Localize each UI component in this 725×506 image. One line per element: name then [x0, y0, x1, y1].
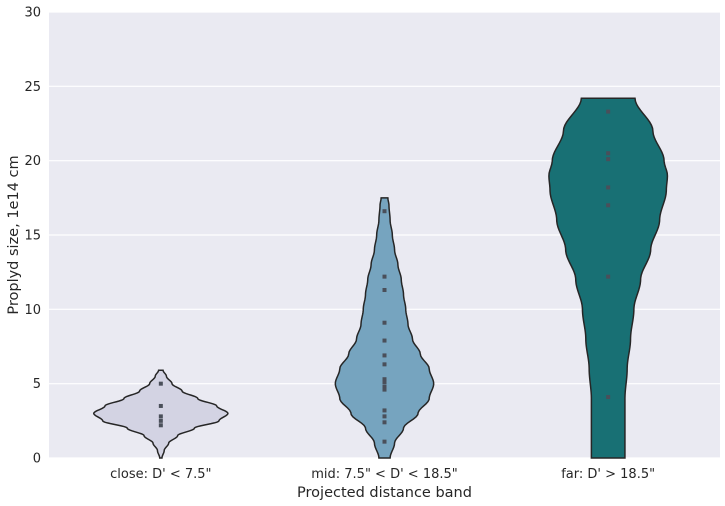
- data-point: [382, 288, 387, 293]
- data-point: [606, 151, 611, 156]
- data-point: [158, 418, 163, 423]
- data-point: [382, 420, 387, 425]
- data-point: [382, 408, 387, 413]
- data-point: [606, 185, 611, 190]
- data-point: [158, 403, 163, 408]
- y-tick-label: 30: [24, 6, 41, 21]
- x-tick-label: far: D' > 18.5": [561, 467, 655, 482]
- y-tick-label: 0: [33, 452, 41, 467]
- data-points: [158, 109, 611, 444]
- data-point: [606, 274, 611, 279]
- data-point: [158, 381, 163, 386]
- data-point: [606, 203, 611, 208]
- y-tick-label: 5: [33, 377, 41, 392]
- data-point: [382, 414, 387, 419]
- data-point: [606, 395, 611, 400]
- data-point: [606, 109, 611, 114]
- y-tick-label: 10: [24, 303, 41, 318]
- x-axis-label: Projected distance band: [297, 485, 472, 501]
- x-tick-label: mid: 7.5" < D' < 18.5": [311, 467, 458, 482]
- x-tick-label: close: D' < 7.5": [110, 467, 211, 482]
- y-tick-label: 15: [24, 229, 41, 244]
- data-point: [158, 423, 163, 428]
- data-point: [382, 320, 387, 325]
- violin-body: [92, 369, 229, 459]
- data-point: [606, 157, 611, 162]
- data-point: [382, 209, 387, 214]
- y-tick-label: 20: [24, 154, 41, 169]
- data-point: [382, 384, 387, 389]
- data-point: [382, 353, 387, 358]
- violin-body: [334, 197, 435, 459]
- data-point: [382, 439, 387, 444]
- y-axis-label: Proplyd size, 1e14 cm: [6, 155, 22, 314]
- data-point: [382, 338, 387, 343]
- y-tick-labels: 0 5 10 15 20 25 30: [24, 6, 41, 467]
- data-point: [382, 387, 387, 392]
- data-point: [382, 362, 387, 367]
- data-point: [382, 274, 387, 279]
- y-tick-label: 25: [24, 80, 41, 95]
- data-point: [158, 414, 163, 419]
- data-point: [382, 380, 387, 385]
- data-point: [382, 377, 387, 382]
- x-tick-labels: close: D' < 7.5" mid: 7.5" < D' < 18.5" fa…: [110, 467, 655, 482]
